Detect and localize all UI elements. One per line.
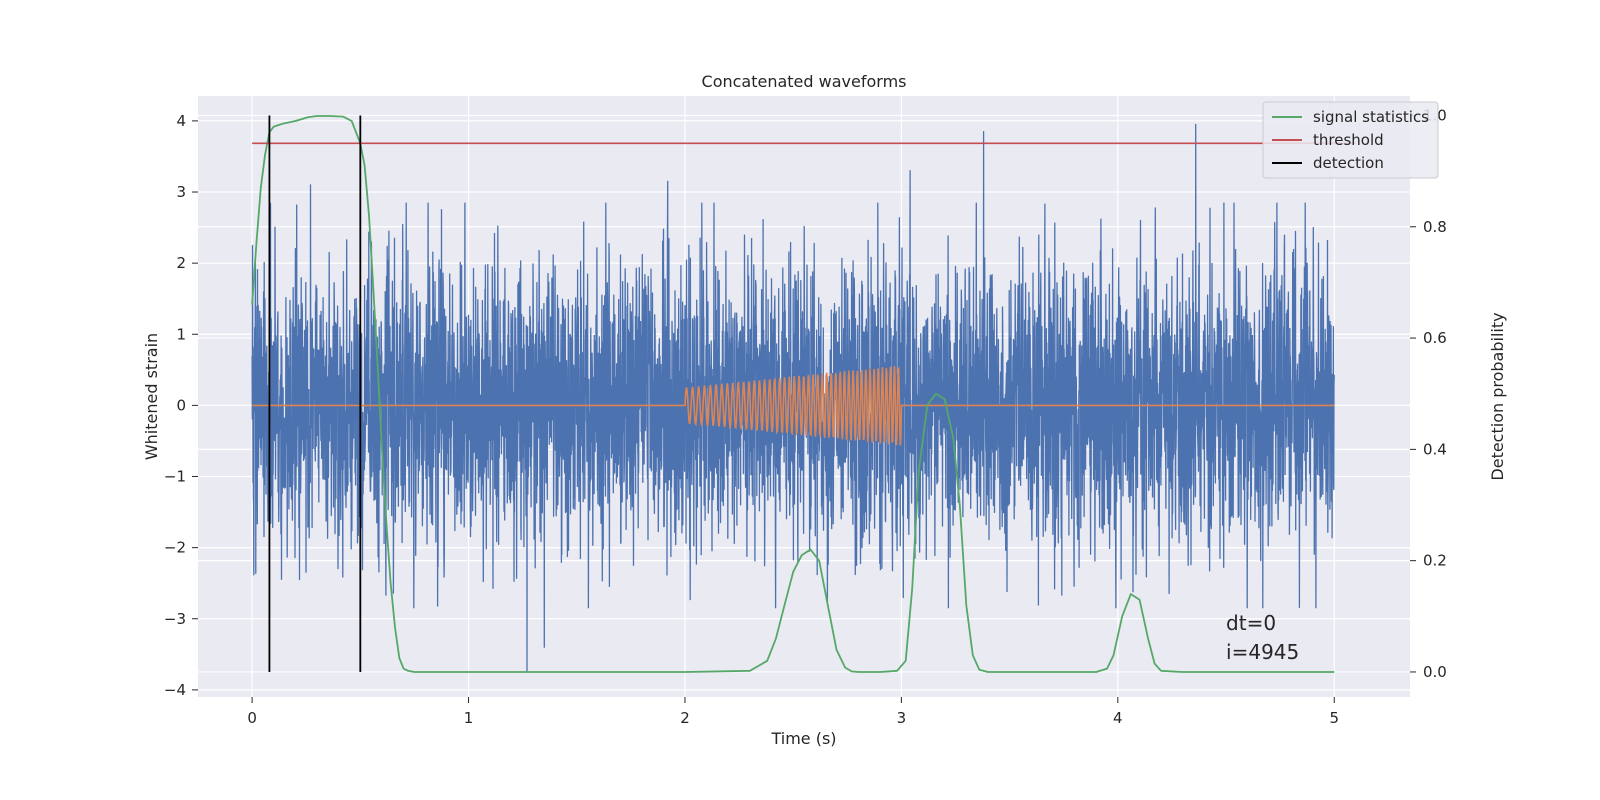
y-axis-label: Whitened strain xyxy=(142,333,161,460)
plot-series xyxy=(251,115,1356,673)
y-tick-label: −1 xyxy=(164,468,186,486)
y2-tick-label: 0.2 xyxy=(1423,552,1447,570)
y2-axis-label: Detection probability xyxy=(1488,312,1507,480)
y-tick-label: 4 xyxy=(176,112,186,130)
signal-statistics-line xyxy=(251,115,1335,673)
y2-tick-label: 0.0 xyxy=(1423,663,1447,681)
chart-title: Concatenated waveforms xyxy=(702,72,907,91)
annotation-index: i=4945 xyxy=(1226,640,1299,664)
legend: signal statistics threshold detection xyxy=(1262,101,1439,179)
noise-line xyxy=(251,123,1335,673)
y2-tick-label: 0.6 xyxy=(1423,329,1447,347)
x-tick-label: 2 xyxy=(680,709,690,727)
y-tick-label: 2 xyxy=(176,254,186,272)
x-tick-label: 0 xyxy=(247,709,257,727)
y-tick-label: 1 xyxy=(176,325,186,343)
legend-label-signal-statistics: signal statistics xyxy=(1313,108,1429,126)
legend-box xyxy=(1262,101,1439,179)
annotation-dt: dt=0 xyxy=(1226,611,1276,635)
y2-tick-label: 0.8 xyxy=(1423,218,1447,236)
x-tick-label: 1 xyxy=(464,709,474,727)
legend-label-threshold: threshold xyxy=(1313,131,1384,149)
legend-label-detection: detection xyxy=(1313,154,1384,172)
y-tick-label: 3 xyxy=(176,183,186,201)
x-axis-label: Time (s) xyxy=(770,729,836,748)
y-tick-label: −3 xyxy=(164,610,186,628)
injection-line xyxy=(252,365,1335,446)
x-tick-label: 5 xyxy=(1329,709,1339,727)
x-tick-label: 4 xyxy=(1113,709,1123,727)
y-tick-label: 0 xyxy=(176,396,186,414)
y-tick-label: −2 xyxy=(164,539,186,557)
x-tick-label: 3 xyxy=(897,709,907,727)
y2-tick-label: 0.4 xyxy=(1423,440,1447,458)
y-tick-label: −4 xyxy=(164,681,186,699)
